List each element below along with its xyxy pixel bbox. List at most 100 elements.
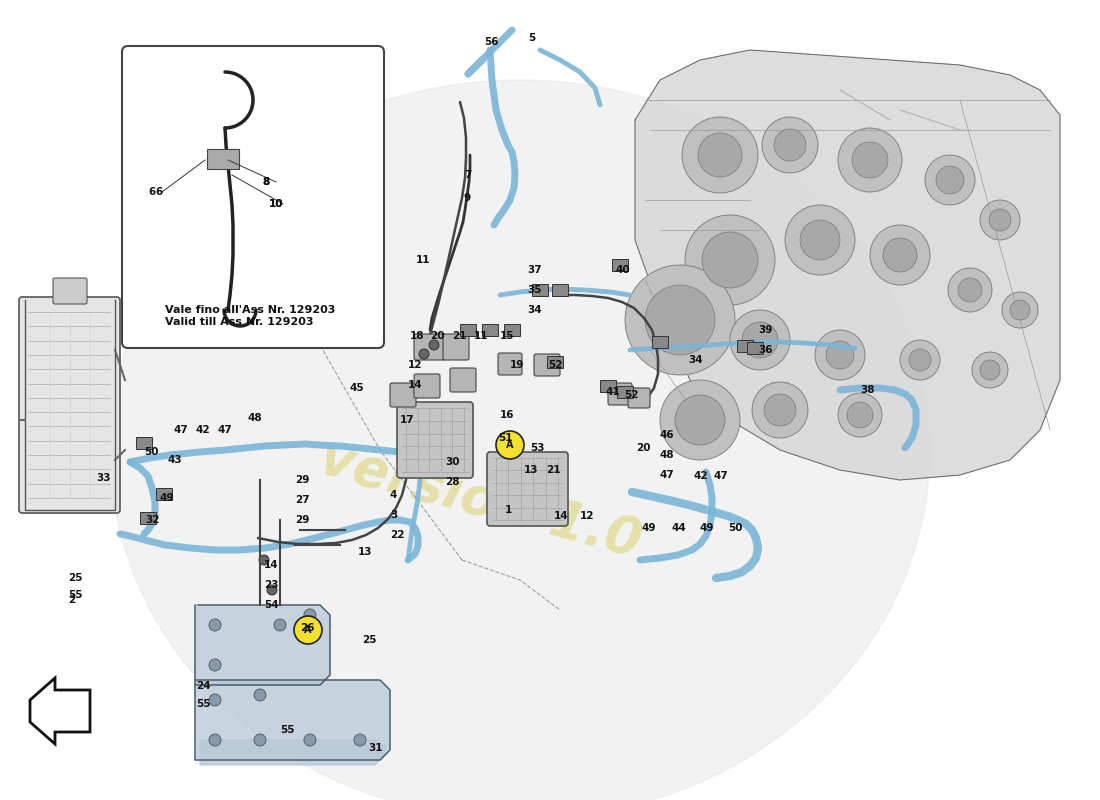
Text: 50: 50 [144,447,158,457]
FancyBboxPatch shape [747,342,763,354]
Circle shape [702,232,758,288]
Circle shape [209,694,221,706]
Text: Vale fino all'Ass Nr. 129203
Valid till Ass Nr. 129203: Vale fino all'Ass Nr. 129203 Valid till … [165,305,336,326]
Circle shape [429,340,439,350]
Text: 17: 17 [400,415,415,425]
Text: 55: 55 [196,699,210,709]
Text: 18: 18 [410,331,425,341]
Text: 16: 16 [500,410,515,420]
Text: 47: 47 [660,470,674,480]
Text: 11: 11 [416,255,430,265]
Text: 54: 54 [264,600,278,610]
Text: A: A [305,625,311,635]
Circle shape [730,310,790,370]
Circle shape [209,734,221,746]
Circle shape [209,619,221,631]
Text: 48: 48 [248,413,263,423]
Text: 19: 19 [510,360,525,370]
Text: 32: 32 [145,515,160,525]
Circle shape [742,322,778,358]
FancyBboxPatch shape [397,402,473,478]
Circle shape [989,209,1011,231]
FancyBboxPatch shape [498,353,522,375]
FancyBboxPatch shape [534,354,560,376]
Text: 48: 48 [660,450,674,460]
Text: 14: 14 [408,380,422,390]
Text: 8: 8 [262,177,270,187]
Text: 42: 42 [693,471,707,481]
FancyBboxPatch shape [532,284,548,296]
FancyBboxPatch shape [414,334,446,360]
Text: 47: 47 [714,471,728,481]
Text: 3: 3 [390,510,397,520]
Circle shape [826,341,854,369]
Circle shape [958,278,982,302]
Circle shape [254,734,266,746]
Circle shape [354,734,366,746]
Circle shape [936,166,964,194]
FancyBboxPatch shape [122,46,384,348]
Circle shape [685,215,775,305]
Circle shape [764,394,796,426]
Text: 34: 34 [688,355,703,365]
Circle shape [815,330,865,380]
Text: 42: 42 [196,425,210,435]
Circle shape [267,585,277,595]
Circle shape [258,555,270,565]
Text: 13: 13 [524,465,539,475]
Text: 29: 29 [295,515,309,525]
Text: 14: 14 [264,560,278,570]
Text: 39: 39 [758,325,772,335]
Text: 52: 52 [624,390,638,400]
Text: 8: 8 [262,177,270,187]
Circle shape [870,225,930,285]
Text: 12: 12 [580,511,594,521]
Text: 36: 36 [758,345,772,355]
Text: 11: 11 [474,331,488,341]
Circle shape [883,238,917,272]
Text: 56: 56 [484,37,498,47]
Circle shape [948,268,992,312]
Text: 47: 47 [218,425,233,435]
Text: 28: 28 [446,477,460,487]
Text: 25: 25 [362,635,376,645]
Text: 50: 50 [728,523,743,533]
Text: 25: 25 [68,573,82,583]
Text: 1: 1 [505,505,513,515]
Text: 13: 13 [358,547,373,557]
Text: 21: 21 [452,331,466,341]
FancyBboxPatch shape [390,383,416,407]
Text: 37: 37 [527,265,541,275]
Text: 46: 46 [660,430,674,440]
Text: 2: 2 [68,595,75,605]
Circle shape [909,349,931,371]
Circle shape [838,128,902,192]
Circle shape [254,689,266,701]
FancyBboxPatch shape [414,374,440,398]
Text: 4: 4 [390,490,397,500]
Text: 33: 33 [96,473,110,483]
FancyBboxPatch shape [652,336,668,348]
FancyBboxPatch shape [612,259,628,271]
Text: 51: 51 [498,433,513,443]
Text: 7: 7 [464,170,472,180]
FancyBboxPatch shape [617,386,632,398]
Circle shape [294,616,322,644]
Ellipse shape [110,80,930,800]
Circle shape [496,431,524,459]
Text: 6: 6 [155,187,163,197]
FancyBboxPatch shape [737,340,754,352]
Text: 24: 24 [196,681,210,691]
Circle shape [785,205,855,275]
FancyBboxPatch shape [608,383,632,405]
Text: 44: 44 [672,523,686,533]
Circle shape [274,619,286,631]
Text: 47: 47 [174,425,189,435]
Text: 10: 10 [270,199,284,209]
Text: 22: 22 [390,530,405,540]
Text: 29: 29 [295,475,309,485]
Text: 49: 49 [642,523,657,533]
Circle shape [852,142,888,178]
Circle shape [304,734,316,746]
Polygon shape [30,678,90,744]
